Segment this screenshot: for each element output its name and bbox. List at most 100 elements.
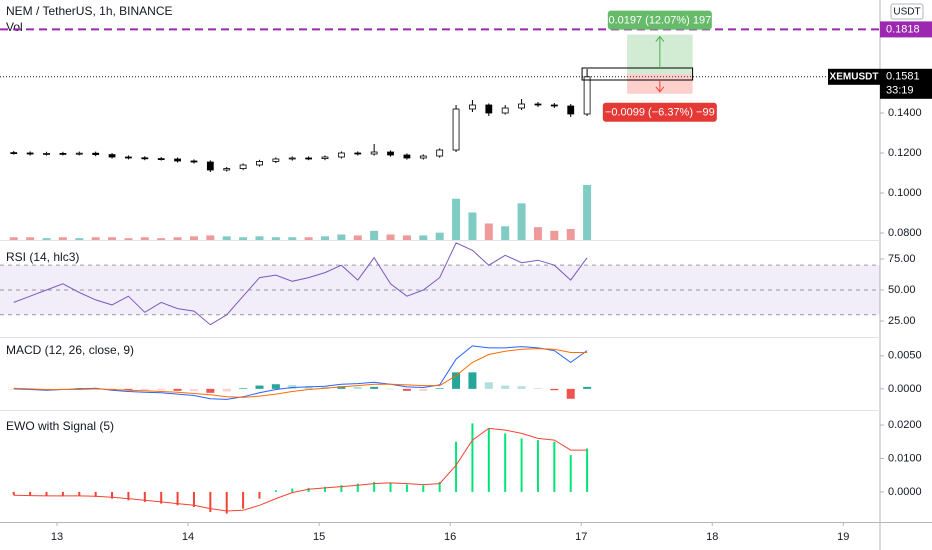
volume-bar — [26, 237, 35, 240]
volume-bar — [239, 237, 248, 240]
x-tick-label: 19 — [837, 531, 849, 543]
ewo-bar — [307, 487, 310, 492]
currency-box[interactable] — [890, 3, 924, 20]
ewo-bar — [176, 491, 179, 506]
ewo-bar — [209, 491, 212, 512]
profit-label-box — [607, 10, 712, 30]
volume-bar — [124, 238, 133, 240]
candle-body — [288, 157, 296, 160]
volume-bar — [353, 235, 362, 240]
loss-label: −0.0099 (−6.37%) −99 — [605, 107, 715, 119]
macd-histogram-bar — [288, 384, 297, 389]
currency-label[interactable]: USDT — [893, 7, 920, 18]
volume-bar — [271, 237, 280, 240]
y-tick-label: 0.0050 — [888, 350, 922, 362]
entry-box — [581, 67, 694, 81]
macd-histogram-bar — [566, 388, 575, 399]
ewo-bar — [111, 491, 114, 499]
profit-arrow-head — [655, 35, 665, 42]
rsi-title: RSI (14, hlc3) — [6, 250, 79, 264]
ewo-bar — [536, 440, 539, 492]
macd-histogram-bar — [435, 388, 444, 389]
ewo-bar — [586, 448, 589, 492]
macd-line — [13, 348, 588, 398]
y-tick-label: 50.00 — [888, 284, 916, 296]
ewo-bar — [274, 490, 277, 492]
volume-bar — [402, 235, 411, 240]
macd-histogram-bar — [239, 388, 248, 389]
ewo-bar — [405, 484, 408, 492]
volume-bar — [452, 198, 461, 240]
x-tick-label: 17 — [575, 531, 587, 543]
candle-body — [206, 161, 214, 171]
y-tick-label: 0.0800 — [888, 227, 922, 239]
y-tick-label: 75.00 — [888, 253, 916, 265]
candle-body — [337, 152, 345, 158]
volume-bar — [550, 230, 559, 240]
candle-body — [354, 152, 362, 155]
candle-body — [436, 149, 444, 157]
volume-bar — [222, 236, 231, 240]
volume-bar — [173, 237, 182, 240]
macd-histogram-bar — [386, 388, 395, 390]
volume-bar — [370, 230, 379, 240]
volume-label: Vol — [6, 20, 23, 34]
ewo-bar — [340, 485, 343, 492]
y-tick-label: 0.0200 — [888, 419, 922, 431]
macd-histogram-bar — [370, 386, 379, 389]
candle-body — [125, 156, 132, 159]
profit-label: 0.0197 (12.07%) 197 — [608, 15, 711, 27]
volume-bar — [9, 237, 18, 240]
macd-histogram-bar — [157, 388, 166, 391]
candle-body — [26, 152, 34, 155]
hline-price-box — [880, 21, 932, 38]
ewo-bar — [324, 486, 327, 492]
candle-body — [223, 168, 231, 171]
candle-body — [272, 158, 280, 162]
ewo-bar — [356, 483, 359, 492]
macd-histogram-bar — [173, 388, 182, 391]
ewo-bar — [455, 441, 458, 492]
volume-bar — [206, 235, 215, 240]
ewo-bar — [127, 491, 130, 501]
candle-body — [10, 152, 18, 155]
macd-histogram-bar — [402, 388, 411, 391]
macd-histogram-bar — [140, 388, 149, 391]
ewo-bar — [389, 482, 392, 492]
ewo-bar — [143, 491, 146, 502]
macd-histogram-bar — [583, 386, 592, 389]
candle-body — [387, 151, 394, 156]
macd-histogram-bar — [550, 388, 559, 391]
ewo-signal-line — [13, 427, 588, 512]
ewo-bar — [160, 491, 163, 504]
volume-bar — [386, 234, 395, 240]
volume-bar — [484, 223, 493, 240]
volume-bar — [255, 236, 264, 240]
volume-bar — [157, 238, 166, 240]
macd-histogram-bar — [189, 388, 198, 391]
candle-body — [370, 151, 378, 155]
volume-bar — [468, 212, 477, 240]
macd-title: MACD (12, 26, close, 9) — [6, 343, 134, 357]
y-tick-label: 0.0000 — [888, 486, 922, 498]
volume-bar — [321, 236, 330, 240]
candle-body — [256, 160, 263, 166]
ewo-bar — [242, 491, 245, 509]
ewo-bar — [438, 481, 441, 492]
volume-bar — [337, 234, 346, 240]
x-tick-label: 18 — [706, 531, 718, 543]
ewo-bar — [94, 491, 97, 497]
candle-body — [141, 157, 149, 160]
volume-bar — [419, 235, 428, 240]
volume-bar — [42, 238, 51, 240]
y-tick-label: 0.1000 — [888, 187, 922, 199]
y-tick-label: 25.00 — [888, 315, 916, 327]
rsi-line — [13, 242, 588, 326]
ewo-bar — [12, 491, 15, 496]
candle-body — [485, 104, 493, 114]
candle-body — [518, 103, 525, 109]
y-tick-label: 0.1200 — [888, 147, 922, 159]
volume-bar — [288, 237, 297, 240]
candle-body — [239, 164, 247, 169]
